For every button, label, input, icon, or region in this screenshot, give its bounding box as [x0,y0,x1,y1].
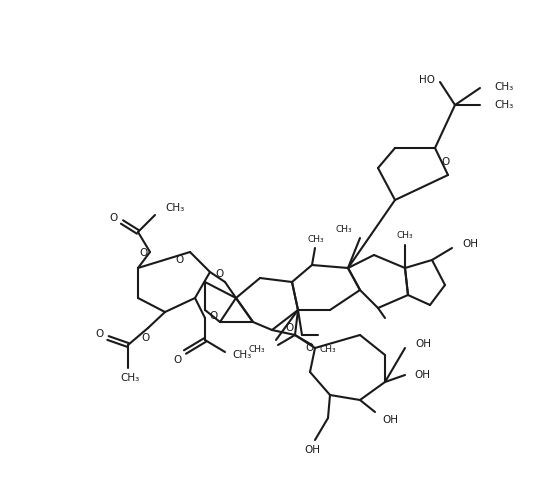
Text: O: O [441,157,449,167]
Text: CH₃: CH₃ [335,226,352,235]
Text: O: O [209,311,217,321]
Text: O: O [306,343,314,353]
Text: OH: OH [414,370,430,380]
Text: CH₃: CH₃ [121,373,140,383]
Text: CH₃: CH₃ [165,203,184,213]
Text: OH: OH [382,415,398,425]
Text: O: O [139,248,147,258]
Text: HO: HO [419,75,435,85]
Text: OH: OH [304,445,320,455]
Text: O: O [110,213,118,223]
Text: OH: OH [462,239,478,249]
Text: CH₃: CH₃ [307,236,324,245]
Text: O: O [141,333,149,343]
Text: CH₃: CH₃ [494,100,513,110]
Text: OH: OH [415,339,431,349]
Text: CH₃: CH₃ [320,346,336,355]
Text: O: O [96,329,104,339]
Text: O: O [286,323,294,333]
Text: CH₃: CH₃ [232,350,251,360]
Text: CH₃: CH₃ [494,82,513,92]
Text: O: O [174,355,182,365]
Text: O: O [216,269,224,279]
Text: O: O [176,255,184,265]
Text: CH₃: CH₃ [397,232,413,241]
Text: CH₃: CH₃ [248,346,265,355]
